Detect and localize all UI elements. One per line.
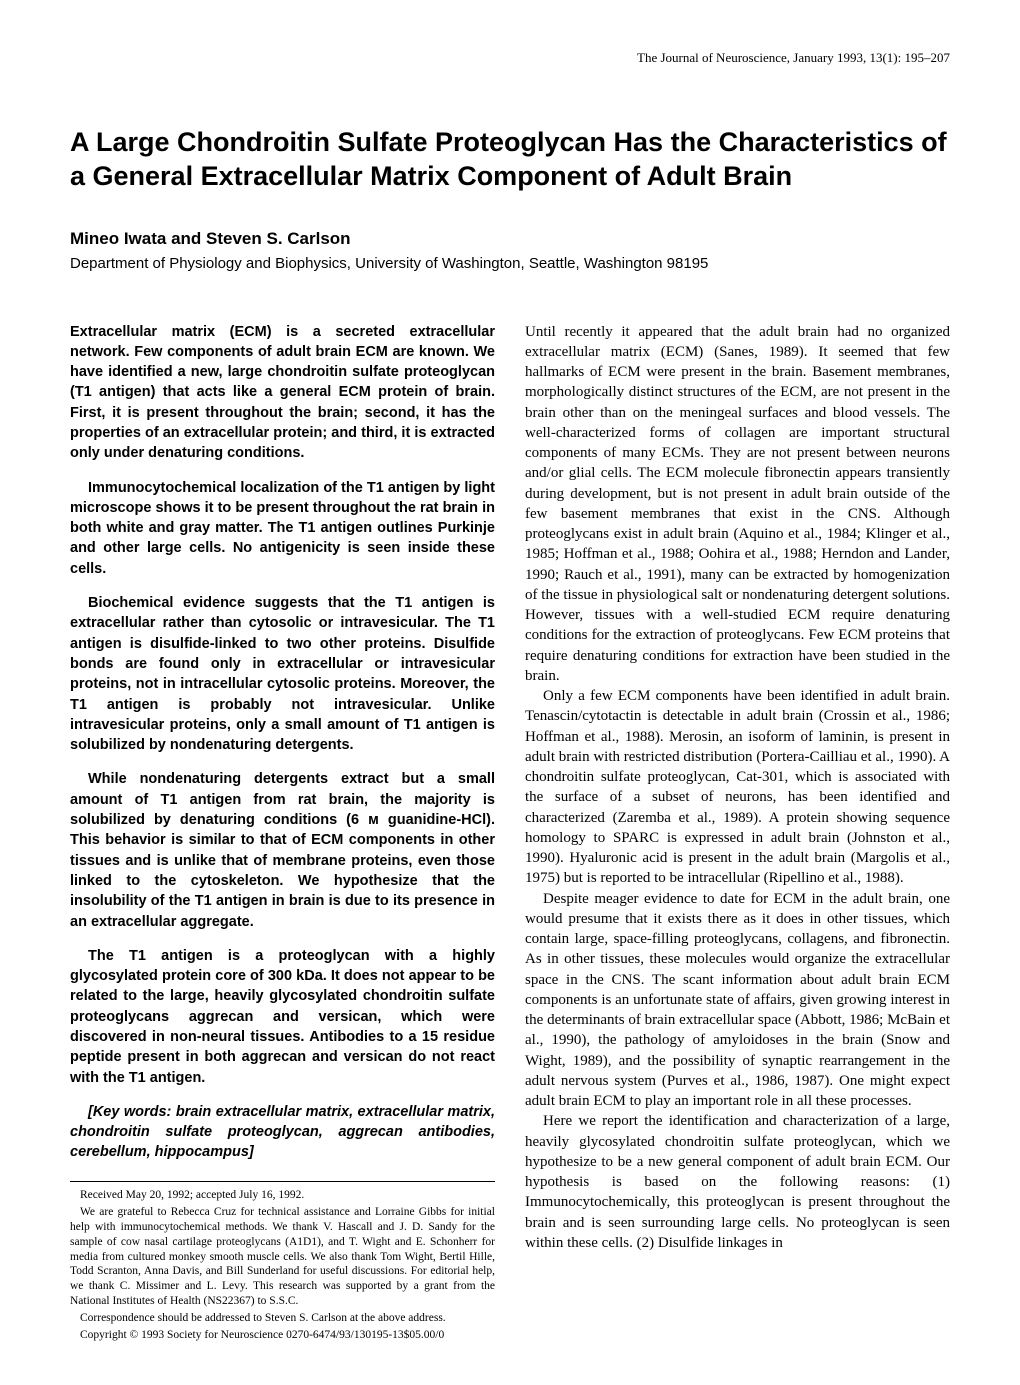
abstract-para-5: The T1 antigen is a proteoglycan with a … bbox=[70, 946, 495, 1088]
affiliation: Department of Physiology and Biophysics,… bbox=[70, 255, 950, 272]
keywords: [Key words: brain extracellular matrix, … bbox=[70, 1102, 495, 1163]
two-column-layout: Extracellular matrix (ECM) is a secreted… bbox=[70, 322, 950, 1346]
abstract-para-2: Immunocytochemical localization of the T… bbox=[70, 478, 495, 579]
abstract: Extracellular matrix (ECM) is a secreted… bbox=[70, 322, 495, 1163]
footnote-received: Received May 20, 1992; accepted July 16,… bbox=[70, 1188, 495, 1203]
left-column: Extracellular matrix (ECM) is a secreted… bbox=[70, 322, 495, 1346]
footnotes: Received May 20, 1992; accepted July 16,… bbox=[70, 1188, 495, 1343]
body-para-2: Only a few ECM components have been iden… bbox=[525, 686, 950, 889]
body-para-1: Until recently it appeared that the adul… bbox=[525, 322, 950, 687]
authors: Mineo Iwata and Steven S. Carlson bbox=[70, 229, 950, 249]
right-column: Until recently it appeared that the adul… bbox=[525, 322, 950, 1346]
footnote-correspondence: Correspondence should be addressed to St… bbox=[70, 1311, 495, 1326]
abstract-para-4: While nondenaturing detergents extract b… bbox=[70, 769, 495, 931]
running-head: The Journal of Neuroscience, January 199… bbox=[70, 50, 950, 66]
abstract-para-1: Extracellular matrix (ECM) is a secreted… bbox=[70, 322, 495, 464]
footnote-acknowledgments: We are grateful to Rebecca Cruz for tech… bbox=[70, 1205, 495, 1310]
footnote-rule bbox=[70, 1181, 495, 1182]
body-para-3: Despite meager evidence to date for ECM … bbox=[525, 889, 950, 1112]
body-para-4: Here we report the identification and ch… bbox=[525, 1111, 950, 1253]
journal-page: The Journal of Neuroscience, January 199… bbox=[0, 0, 1020, 1385]
abstract-para-3: Biochemical evidence suggests that the T… bbox=[70, 593, 495, 755]
article-title: A Large Chondroitin Sulfate Proteoglycan… bbox=[70, 126, 950, 194]
footnote-copyright: Copyright © 1993 Society for Neuroscienc… bbox=[70, 1328, 495, 1343]
